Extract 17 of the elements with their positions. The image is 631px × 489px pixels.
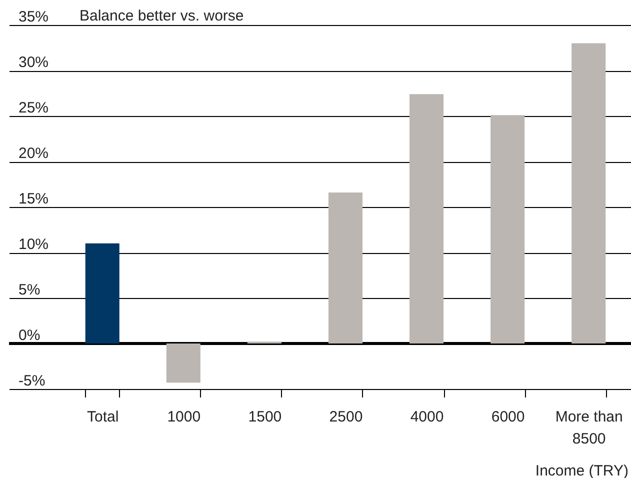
y-tick-label: 10% (18, 236, 49, 253)
y-tick-label: 20% (18, 145, 49, 162)
y-tick-label: 5% (18, 282, 40, 298)
y-tick-label: 35% (18, 8, 49, 26)
x-tick-label: 1000 (167, 408, 201, 426)
y-tick-label: 0% (18, 327, 40, 344)
x-tick-label: More than 8500 (555, 408, 623, 448)
x-tick-label: 2500 (329, 408, 363, 426)
y-tick-label: 15% (18, 190, 49, 208)
y-tick-label: 30% (18, 54, 49, 71)
y-axis-title: Balance better vs. worse (80, 8, 244, 24)
y-tick-label: -5% (18, 372, 46, 390)
x-tick-label: Total (87, 408, 119, 426)
x-tick-label: 1500 (248, 408, 282, 426)
x-tick-label: 4000 (410, 408, 444, 426)
x-tick-label: 6000 (491, 408, 525, 426)
y-tick-label: 25% (18, 100, 49, 116)
